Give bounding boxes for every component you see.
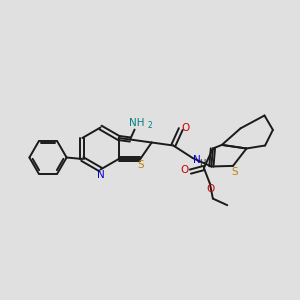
Text: NH: NH (129, 118, 145, 128)
Text: H: H (199, 159, 206, 168)
Text: 2: 2 (147, 121, 152, 130)
Text: N: N (97, 170, 104, 180)
Text: S: S (137, 160, 144, 170)
Text: O: O (181, 122, 189, 133)
Text: S: S (231, 167, 238, 177)
Text: O: O (181, 165, 189, 175)
Text: O: O (207, 184, 215, 194)
Text: N: N (193, 154, 200, 165)
